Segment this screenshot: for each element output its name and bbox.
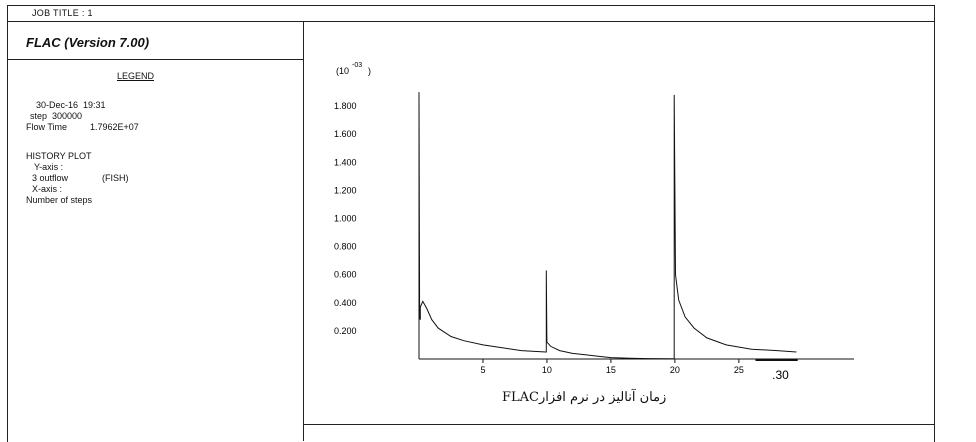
y-axis-heading: Y-axis : — [34, 162, 64, 172]
legend-panel — [7, 21, 304, 441]
y-tick-label: 0.600 — [334, 270, 357, 280]
legend-divider — [7, 59, 303, 60]
x-axis-heading: X-axis : — [32, 184, 63, 194]
legend-heading: LEGEND — [117, 71, 155, 81]
flow-time-label: Flow Time — [26, 122, 68, 132]
x-axis-end-label: .30 — [772, 368, 789, 382]
x-tick-label: 10 — [542, 365, 552, 375]
x-axis-ticks: 5 10 15 20 25 — [480, 359, 744, 375]
y-tick-label: 1.000 — [334, 214, 357, 224]
x-tick-label: 20 — [670, 365, 680, 375]
y-series-tag: (FISH) — [102, 173, 129, 183]
chart-caption: زمان آنالیز در نرم افزارFLAC — [502, 390, 667, 405]
x-tick-label: 15 — [606, 365, 616, 375]
svg-text:-03: -03 — [352, 62, 362, 69]
y-tick-label: 1.200 — [334, 185, 357, 195]
svg-text:(10: (10 — [336, 66, 349, 76]
title-divider — [7, 21, 934, 22]
step-count: step 300000 — [30, 111, 83, 121]
history-plot-heading: HISTORY PLOT — [26, 151, 92, 161]
svg-text:): ) — [368, 66, 371, 76]
x-tick-label: 25 — [734, 365, 744, 375]
plot-bottom-divider — [304, 424, 934, 425]
app-title: FLAC (Version 7.00) — [26, 35, 150, 50]
y-tick-label: 1.600 — [334, 129, 357, 139]
x-tick-label: 5 — [480, 365, 485, 375]
y-tick-label: 1.800 — [334, 101, 357, 111]
x-axis-name: Number of steps — [26, 195, 93, 205]
plot-frame — [7, 5, 935, 442]
y-series-name: 3 outflow — [32, 173, 69, 183]
run-date: 30-Dec-16 19:31 — [36, 100, 106, 110]
y-tick-label: 0.200 — [334, 326, 357, 336]
history-chart: (10 -03 ) 0.200 0.400 0.600 0.800 1.000 1.200… — [334, 62, 854, 382]
y-multiplier-label: (10 -03 ) — [336, 62, 371, 76]
flow-time-value: 1.7962E+07 — [90, 122, 139, 132]
y-tick-label: 0.800 — [334, 242, 357, 252]
job-title: JOB TITLE : 1 — [32, 8, 93, 18]
y-tick-label: 1.400 — [334, 157, 357, 167]
series-outflow-line — [418, 92, 797, 360]
y-axis-ticks: 0.200 0.400 0.600 0.800 1.000 1.200 1.400 1.600… — [334, 101, 357, 336]
y-tick-label: 0.400 — [334, 298, 357, 308]
